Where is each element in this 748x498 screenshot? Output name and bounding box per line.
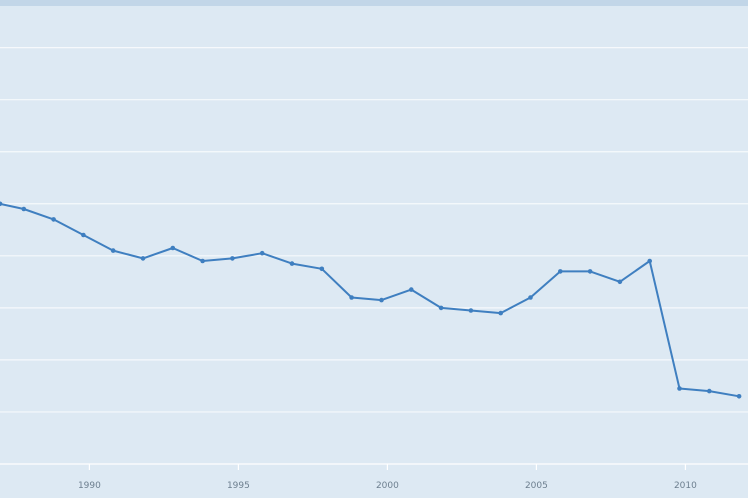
data-point: [200, 258, 205, 264]
data-point: [140, 256, 146, 261]
data-point: [707, 388, 712, 394]
data-point: [558, 269, 563, 274]
x-tick-label: 1990: [78, 481, 101, 491]
data-point: [259, 250, 265, 256]
data-point: [379, 297, 384, 303]
data-point: [677, 386, 682, 391]
plot-area: [0, 6, 748, 464]
data-point: [170, 245, 176, 251]
data-point: [110, 248, 116, 253]
data-point: [736, 394, 742, 399]
data-point: [289, 261, 295, 266]
data-point: [319, 266, 325, 272]
data-point: [230, 256, 235, 261]
data-point: [51, 217, 56, 222]
data-point: [349, 295, 354, 300]
x-tick-label: 1995: [227, 481, 250, 491]
grid-lines: [0, 47, 748, 465]
data-point: [21, 206, 27, 212]
data-point: [587, 269, 593, 274]
data-point: [647, 258, 652, 264]
x-axis-ticks: 1990 1995 2000 2005 2010: [78, 464, 697, 491]
data-point: [528, 295, 533, 300]
x-tick-label: 2010: [674, 481, 697, 491]
data-point: [498, 310, 504, 316]
series-line-path: [0, 202, 740, 398]
data-point: [409, 287, 414, 292]
data-point: [468, 308, 474, 313]
data-point: [438, 305, 444, 311]
data-point: [81, 232, 86, 238]
x-tick-label: 2005: [525, 481, 548, 491]
header-band: [0, 0, 748, 6]
data-point: [617, 279, 623, 285]
x-tick-label: 2000: [376, 481, 399, 491]
series-line: [0, 202, 740, 398]
series-points: [0, 201, 742, 399]
data-point: [0, 201, 3, 207]
